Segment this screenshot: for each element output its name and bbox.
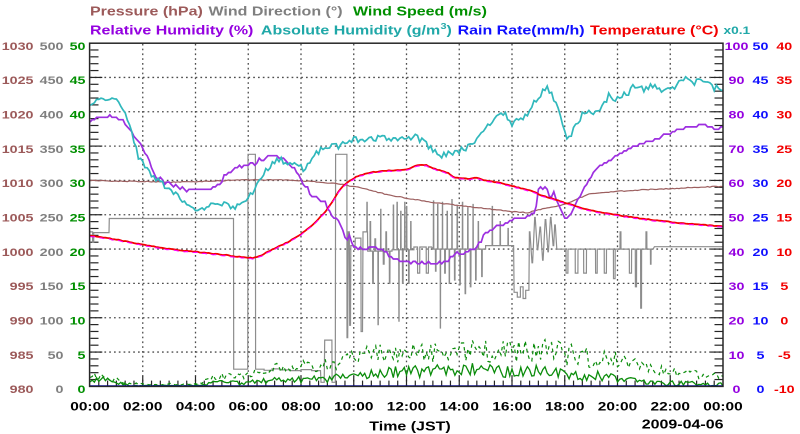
svg-text:Relative Humidity (%): Relative Humidity (%) xyxy=(90,24,254,38)
svg-text:14:00: 14:00 xyxy=(440,399,480,413)
svg-text:400: 400 xyxy=(40,108,64,121)
svg-text:60: 60 xyxy=(729,177,745,190)
svg-text:150: 150 xyxy=(40,280,64,293)
svg-text:35: 35 xyxy=(776,74,792,87)
svg-text:50: 50 xyxy=(753,39,769,52)
svg-text:40: 40 xyxy=(753,108,769,121)
svg-text:50: 50 xyxy=(729,211,745,224)
svg-text:-10: -10 xyxy=(774,383,795,396)
svg-text:5: 5 xyxy=(757,348,765,361)
svg-text:35: 35 xyxy=(70,142,86,155)
svg-text:00:00: 00:00 xyxy=(703,399,743,413)
svg-text:980: 980 xyxy=(10,383,34,396)
svg-text:Wind Direction (°): Wind Direction (°) xyxy=(208,5,342,19)
svg-text:45: 45 xyxy=(70,74,86,87)
svg-text:985: 985 xyxy=(10,348,34,361)
svg-text:30: 30 xyxy=(753,177,769,190)
svg-text:30: 30 xyxy=(70,177,86,190)
svg-text:250: 250 xyxy=(40,211,64,224)
svg-text:50: 50 xyxy=(48,348,64,361)
svg-text:3: 3 xyxy=(440,22,447,32)
svg-text:5: 5 xyxy=(78,348,86,361)
svg-text:0: 0 xyxy=(56,383,64,396)
svg-text:12:00: 12:00 xyxy=(387,399,427,413)
svg-text:20: 20 xyxy=(729,314,745,327)
svg-text:990: 990 xyxy=(10,314,34,327)
svg-text:40: 40 xyxy=(729,245,745,258)
svg-text:Wind Speed (m/s): Wind Speed (m/s) xyxy=(353,5,487,19)
svg-text:450: 450 xyxy=(40,74,64,87)
svg-text:15: 15 xyxy=(70,280,86,293)
svg-text:0: 0 xyxy=(78,383,86,396)
svg-text:10:00: 10:00 xyxy=(334,399,374,413)
svg-text:1000: 1000 xyxy=(2,245,34,258)
svg-text:Absolute Humidity (g/m: Absolute Humidity (g/m xyxy=(261,24,440,38)
svg-text:40: 40 xyxy=(776,39,792,52)
svg-text:02:00: 02:00 xyxy=(123,399,163,413)
svg-text:45: 45 xyxy=(753,74,769,87)
svg-text:100: 100 xyxy=(40,314,64,327)
svg-text:80: 80 xyxy=(729,108,745,121)
svg-text:10: 10 xyxy=(776,245,792,258)
svg-text:08:00: 08:00 xyxy=(281,399,321,413)
svg-text:2009-04-06: 2009-04-06 xyxy=(642,418,724,432)
svg-text:0: 0 xyxy=(733,383,741,396)
svg-text:1005: 1005 xyxy=(2,211,34,224)
svg-text:35: 35 xyxy=(753,142,769,155)
svg-text:1030: 1030 xyxy=(2,39,34,52)
svg-text:00:00: 00:00 xyxy=(70,399,110,413)
svg-text:100: 100 xyxy=(725,39,749,52)
svg-text:30: 30 xyxy=(776,108,792,121)
svg-text:10: 10 xyxy=(729,348,745,361)
svg-text:50: 50 xyxy=(70,39,86,52)
svg-text:Pressure (hPa): Pressure (hPa) xyxy=(90,5,203,19)
svg-text:06:00: 06:00 xyxy=(229,399,269,413)
svg-text:300: 300 xyxy=(40,177,64,190)
svg-text:90: 90 xyxy=(729,74,745,87)
svg-text:40: 40 xyxy=(70,108,86,121)
svg-text:22:00: 22:00 xyxy=(651,399,691,413)
svg-text:1015: 1015 xyxy=(2,142,34,155)
svg-text:Temperature (°C): Temperature (°C) xyxy=(590,24,719,38)
svg-text:16:00: 16:00 xyxy=(492,399,532,413)
svg-text:20: 20 xyxy=(753,245,769,258)
svg-text:1010: 1010 xyxy=(2,177,34,190)
svg-text:18:00: 18:00 xyxy=(545,399,585,413)
svg-text:25: 25 xyxy=(753,211,769,224)
svg-text:1020: 1020 xyxy=(2,108,34,121)
svg-text:Rain Rate(mm/h): Rain Rate(mm/h) xyxy=(458,24,585,38)
svg-text:0: 0 xyxy=(780,314,788,327)
svg-text:200: 200 xyxy=(40,245,64,258)
svg-text:Time (JST): Time (JST) xyxy=(369,420,451,434)
svg-text:0: 0 xyxy=(757,383,765,396)
svg-text:70: 70 xyxy=(729,142,745,155)
svg-text:25: 25 xyxy=(776,142,792,155)
svg-text:x0.1: x0.1 xyxy=(724,24,751,36)
svg-text:15: 15 xyxy=(753,280,769,293)
svg-text:-5: -5 xyxy=(778,348,791,361)
svg-text:5: 5 xyxy=(780,280,788,293)
svg-text:10: 10 xyxy=(70,314,86,327)
svg-text:04:00: 04:00 xyxy=(176,399,216,413)
svg-text:): ) xyxy=(446,24,452,38)
svg-text:10: 10 xyxy=(753,314,769,327)
svg-text:15: 15 xyxy=(776,211,792,224)
svg-text:1025: 1025 xyxy=(2,74,34,87)
svg-text:30: 30 xyxy=(729,280,745,293)
svg-text:25: 25 xyxy=(70,211,86,224)
svg-text:500: 500 xyxy=(40,39,64,52)
svg-text:20: 20 xyxy=(776,177,792,190)
svg-text:20: 20 xyxy=(70,245,86,258)
svg-text:995: 995 xyxy=(10,280,34,293)
svg-text:350: 350 xyxy=(40,142,64,155)
svg-text:20:00: 20:00 xyxy=(598,399,638,413)
